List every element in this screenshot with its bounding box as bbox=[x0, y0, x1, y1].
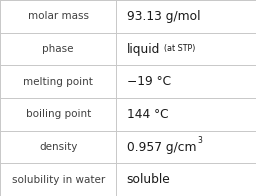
Text: 144 °C: 144 °C bbox=[127, 108, 168, 121]
Text: melting point: melting point bbox=[23, 77, 93, 87]
Text: soluble: soluble bbox=[127, 173, 170, 186]
Text: −19 °C: −19 °C bbox=[127, 75, 171, 88]
Text: liquid: liquid bbox=[127, 43, 160, 55]
Text: molar mass: molar mass bbox=[28, 11, 89, 21]
Text: 3: 3 bbox=[197, 136, 202, 145]
Text: phase: phase bbox=[42, 44, 74, 54]
Text: solubility in water: solubility in water bbox=[12, 175, 105, 185]
Text: density: density bbox=[39, 142, 77, 152]
Text: 93.13 g/mol: 93.13 g/mol bbox=[127, 10, 200, 23]
Text: 0.957 g/cm: 0.957 g/cm bbox=[127, 141, 196, 153]
Text: boiling point: boiling point bbox=[26, 109, 91, 119]
Text: (at STP): (at STP) bbox=[164, 44, 195, 54]
